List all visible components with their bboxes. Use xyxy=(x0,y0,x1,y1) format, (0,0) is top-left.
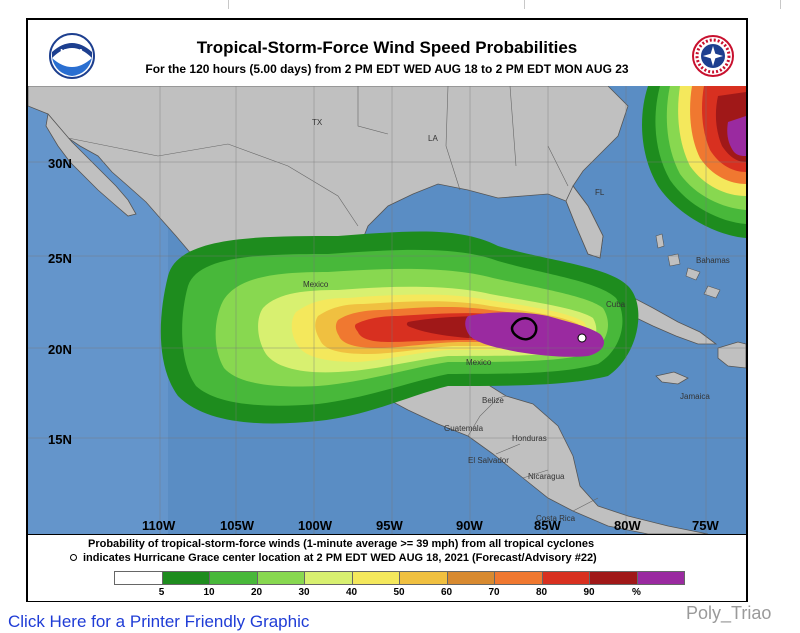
legend-label: 90 xyxy=(583,587,595,598)
hurricane-center-circle xyxy=(577,333,587,343)
map-caption: Probability of tropical-storm-force wind… xyxy=(28,534,746,601)
legend-label: 80 xyxy=(535,587,548,598)
place-label-cuba: Cuba xyxy=(606,300,626,309)
top-border-strip xyxy=(0,0,800,10)
top-divider xyxy=(780,0,781,9)
legend-swatch xyxy=(209,571,258,585)
baja-california xyxy=(45,113,137,217)
longitude-label: 110W xyxy=(142,518,176,533)
legend-swatch xyxy=(541,571,590,585)
place-label-nicaragua: Nicaragua xyxy=(528,472,565,481)
forecast-track-loop xyxy=(510,317,538,341)
place-label-bahamas: Bahamas xyxy=(696,256,730,265)
graphic-frame: NOAA Tropical-Storm-Force Wind Speed Pro… xyxy=(26,18,748,602)
hispaniola xyxy=(717,341,746,369)
longitude-label: 90W xyxy=(456,518,483,533)
legend-swatch xyxy=(304,571,353,585)
noaa-logo: NOAA xyxy=(48,32,96,80)
printer-friendly-link[interactable]: Click Here for a Printer Friendly Graphi… xyxy=(8,612,310,631)
latitude-label: 20N xyxy=(48,342,72,357)
longitude-label: 95W xyxy=(376,518,403,533)
page-subtitle: For the 120 hours (5.00 days) from 2 PM … xyxy=(145,62,629,76)
legend-label: 20 xyxy=(250,587,263,598)
legend-label: 60 xyxy=(440,587,453,598)
legend-label: 50 xyxy=(393,587,405,598)
legend-swatch xyxy=(589,571,638,585)
national-weather-service-logo xyxy=(691,34,735,78)
place-label-la: LA xyxy=(428,134,438,143)
watermark: Poly_Triao xyxy=(686,603,772,623)
latitude-label: 15N xyxy=(48,432,72,447)
legend-label: 70 xyxy=(488,587,500,598)
place-label-honduras: Honduras xyxy=(512,434,547,443)
place-label-el-salvador: El Salvador xyxy=(468,456,509,465)
legend-label: 40 xyxy=(345,587,358,598)
page-title: Tropical-Storm-Force Wind Speed Probabil… xyxy=(196,38,578,57)
political-borders xyxy=(67,86,599,512)
place-label-costa-rica: Costa Rica xyxy=(536,514,576,523)
legend-label: 30 xyxy=(298,587,310,598)
place-label-mexico-north: Mexico xyxy=(303,280,329,289)
place-label-guatemala: Guatemala xyxy=(444,424,484,433)
legend-label: % xyxy=(632,587,641,598)
center-location-circle-icon xyxy=(70,554,77,561)
legend-label: 5 xyxy=(158,587,165,598)
place-label-jamaica: Jamaica xyxy=(680,392,710,401)
place-label-belize: Belize xyxy=(482,396,504,405)
top-divider xyxy=(228,0,229,9)
probability-legend-labels: 5 10 20 30 40 50 60 70 80 90% xyxy=(114,587,714,599)
place-label-fl: FL xyxy=(595,188,605,197)
legend-swatch xyxy=(446,571,495,585)
caption-line-1: Probability of tropical-storm-force wind… xyxy=(88,538,595,550)
longitude-label: 75W xyxy=(692,518,719,533)
legend-swatch xyxy=(399,571,448,585)
legend-swatch xyxy=(636,571,685,585)
map-canvas xyxy=(28,86,746,534)
longitude-label: 85W xyxy=(534,518,561,533)
latitude-label: 25N xyxy=(48,251,72,266)
jamaica xyxy=(655,371,689,385)
place-label-mexico-south: Mexico xyxy=(466,358,492,367)
place-label-tx: TX xyxy=(312,118,323,127)
legend-swatch xyxy=(114,571,163,585)
graticule xyxy=(28,86,746,534)
legend-swatch xyxy=(351,571,400,585)
probability-map: TX LA FL Mexico Cuba Bahamas Mexico Beli… xyxy=(28,86,746,534)
legend-label: 10 xyxy=(203,587,215,598)
top-divider xyxy=(524,0,525,9)
graphic-header: NOAA Tropical-Storm-Force Wind Speed Pro… xyxy=(28,20,746,86)
longitude-label: 100W xyxy=(298,518,332,533)
legend-swatch xyxy=(256,571,305,585)
noaa-logo-text: NOAA xyxy=(60,48,84,57)
legend-swatch xyxy=(494,571,543,585)
probability-color-legend xyxy=(114,571,685,585)
grace-probability-swath xyxy=(160,231,639,424)
legend-swatch xyxy=(161,571,210,585)
caption-line-2: indicates Hurricane Grace center locatio… xyxy=(83,552,597,564)
latitude-label: 30N xyxy=(48,156,72,171)
bahamas xyxy=(655,233,721,299)
longitude-label: 105W xyxy=(220,518,254,533)
other-system-probability-swath xyxy=(642,86,746,238)
longitude-label: 80W xyxy=(614,518,641,533)
